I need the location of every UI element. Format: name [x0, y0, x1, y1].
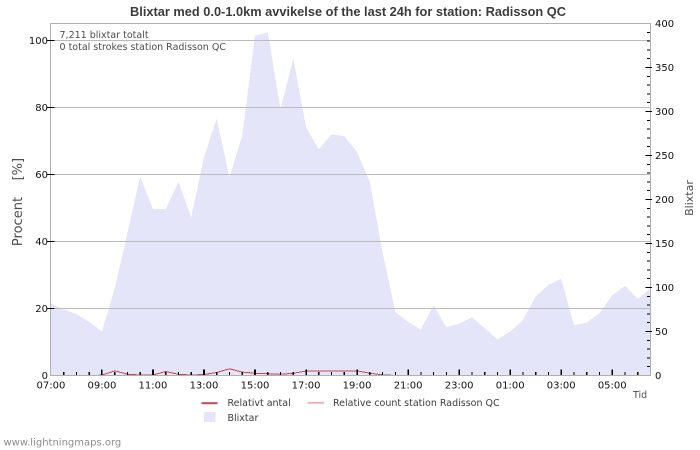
x-tick-label: 01:00 — [496, 381, 525, 392]
series-area-blixtar — [50, 32, 651, 376]
x-tick-label: 11:00 — [139, 381, 168, 392]
plot-area: 07:00 09:00 11:00 13:00 15:00 17:00 19:00 21:00… — [29, 19, 674, 392]
y-right-tick-label: 200 — [655, 195, 674, 206]
x-tick-label: 19:00 — [343, 381, 372, 392]
x-axis-title: Tid — [632, 390, 647, 401]
x-tick-label: 07:00 — [36, 381, 65, 392]
legend-swatch-blixtar-area — [204, 412, 216, 422]
y-right-tick-label: 50 — [655, 327, 668, 338]
x-tick-label: 17:00 — [292, 381, 321, 392]
x-tick-label: 03:00 — [547, 381, 576, 392]
x-tick-label: 15:00 — [241, 381, 270, 392]
annotation-total-strokes: 7,211 blixtar totalt — [60, 30, 149, 41]
legend-label-relative: Relativt antal — [228, 398, 291, 409]
y-right-tick-label: 150 — [655, 239, 674, 250]
y-right-tick-label: 350 — [655, 63, 674, 74]
y-left-tick-label: 0 — [42, 371, 48, 382]
x-tick-label: 21:00 — [394, 381, 423, 392]
watermark: www.lightningmaps.org — [4, 438, 122, 449]
legend-label-blixtar: Blixtar — [228, 413, 259, 424]
y-right-tick-label: 0 — [655, 371, 661, 382]
y-left-tick-label: 80 — [35, 103, 48, 114]
x-tick-label: 23:00 — [445, 381, 474, 392]
y-left-tick-label: 60 — [35, 170, 48, 181]
y-left-tick-label: 100 — [29, 36, 48, 47]
x-tick-label: 13:00 — [190, 381, 219, 392]
y-left-tick-label: 40 — [35, 237, 48, 248]
x-tick-label: 05:00 — [598, 381, 627, 392]
y-right-tick-label: 300 — [655, 107, 674, 118]
legend-label-station: Relative count station Radisson QC — [333, 398, 500, 409]
legend: Relativt antal Relative count station Ra… — [201, 398, 500, 424]
annotation-station-strokes: 0 total strokes station Radisson QC — [60, 42, 227, 53]
y-left-tick-label: 20 — [35, 304, 48, 315]
y-axis-left-title: Procent [%] — [11, 158, 26, 246]
y-right-tick-label: 250 — [655, 151, 674, 162]
y-right-tick-label: 100 — [655, 283, 674, 294]
y-right-tick-label: 400 — [655, 19, 674, 30]
x-tick-label: 09:00 — [88, 381, 117, 392]
chart-title: Blixtar med 0.0-1.0km avvikelse of the l… — [130, 4, 566, 19]
y-axis-right-title: Blixtar — [683, 180, 696, 216]
